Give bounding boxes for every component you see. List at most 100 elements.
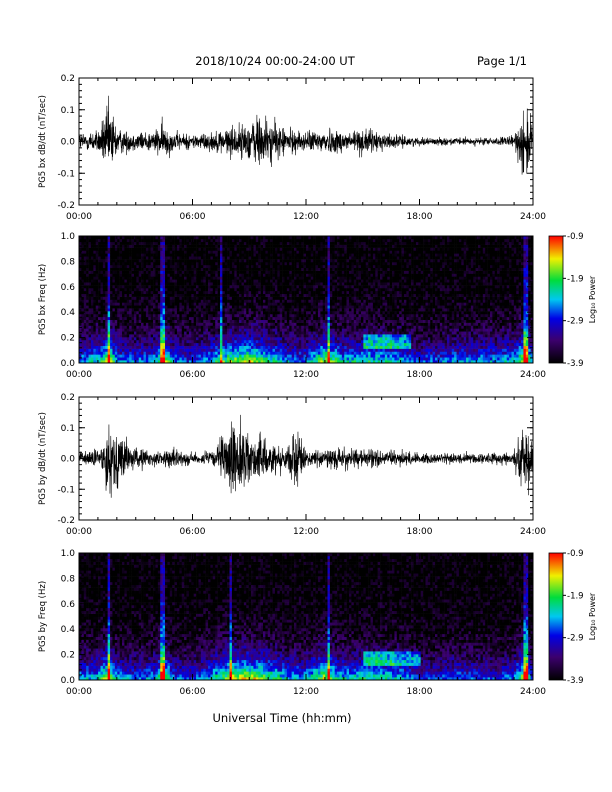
heatmap-cell	[212, 325, 216, 329]
heatmap-cell	[148, 316, 151, 321]
heatmap-cell	[243, 264, 247, 269]
heatmap-cell	[90, 264, 94, 269]
heatmap-cell	[234, 250, 238, 254]
heatmap-cell	[117, 279, 120, 283]
heatmap-cell	[100, 342, 104, 346]
heatmap-cell	[90, 261, 94, 266]
heatmap-cell	[196, 334, 199, 338]
heatmap-cell	[160, 331, 163, 335]
heatmap-cell	[184, 360, 187, 364]
heatmap-cell	[122, 357, 125, 361]
heatmap-cell	[229, 345, 233, 349]
heatmap-cell	[236, 331, 240, 335]
heatmap-cell	[129, 354, 132, 358]
heatmap-cell	[227, 311, 230, 315]
heatmap-cell	[148, 342, 151, 346]
heatmap-cell	[93, 351, 97, 355]
heatmap-cell	[217, 319, 221, 323]
heatmap-cell	[255, 264, 259, 269]
heatmap-cell	[227, 357, 230, 361]
heatmap-cell	[155, 261, 159, 266]
heatmap-cell	[310, 296, 314, 300]
heatmap-cell	[186, 351, 190, 355]
heatmap-cell	[217, 267, 221, 271]
heatmap-cell	[341, 287, 345, 292]
heatmap-cell	[289, 282, 292, 286]
heatmap-cell	[286, 337, 290, 341]
heatmap-cell	[260, 331, 264, 335]
heatmap-cell	[114, 259, 118, 263]
heatmap-cell	[329, 316, 333, 321]
heatmap-cell	[272, 287, 276, 292]
heatmap-cell	[188, 345, 192, 349]
heatmap-cell	[107, 334, 111, 338]
heatmap-cell	[229, 337, 233, 341]
heatmap-cell	[117, 285, 120, 289]
heatmap-cell	[322, 285, 326, 289]
heatmap-cell	[227, 250, 230, 254]
heatmap-cell	[119, 256, 123, 260]
heatmap-cell	[325, 270, 328, 274]
heatmap-cell	[224, 279, 228, 283]
heatmap-cell	[107, 261, 111, 266]
heatmap-cell	[143, 261, 147, 266]
heatmap-cell	[188, 256, 192, 260]
heatmap-cell	[303, 339, 307, 344]
heatmap-cell	[274, 319, 278, 323]
heatmap-cell	[110, 247, 113, 251]
heatmap-cell	[241, 319, 245, 323]
heatmap-cell	[329, 296, 333, 300]
heatmap-cell	[303, 244, 307, 248]
heatmap-cell	[157, 308, 161, 312]
heatmap-cell	[234, 244, 238, 248]
heatmap-cell	[184, 345, 187, 349]
heatmap-cell	[136, 293, 140, 297]
heatmap-cell	[219, 351, 223, 355]
heatmap-cell	[160, 308, 163, 312]
heatmap-cell	[203, 241, 206, 245]
heatmap-cell	[124, 313, 128, 318]
heatmap-cell	[306, 244, 309, 248]
heatmap-cell	[317, 313, 321, 318]
heatmap-cell	[265, 339, 269, 344]
heatmap-cell	[308, 337, 312, 341]
heatmap-cell	[145, 264, 149, 269]
heatmap-cell	[265, 236, 269, 240]
heatmap-cell	[107, 313, 111, 318]
heatmap-cell	[301, 244, 304, 248]
heatmap-cell	[110, 256, 113, 260]
heatmap-cell	[105, 305, 108, 309]
heatmap-cell	[310, 331, 314, 335]
heatmap-cell	[200, 319, 204, 323]
heatmap-cell	[122, 241, 125, 245]
heatmap-cell	[313, 308, 316, 312]
heatmap-cell	[315, 264, 319, 269]
heatmap-cell	[327, 244, 331, 248]
heatmap-cell	[315, 337, 319, 341]
heatmap-cell	[184, 334, 187, 338]
heatmap-cell	[98, 259, 101, 263]
heatmap-cell	[169, 322, 173, 326]
heatmap-cell	[155, 293, 159, 297]
heatmap-cell	[124, 293, 128, 297]
heatmap-cell	[88, 287, 92, 292]
heatmap-cell	[306, 250, 309, 254]
heatmap-cell	[231, 276, 235, 280]
heatmap-cell	[131, 331, 135, 335]
heatmap-cell	[157, 305, 161, 309]
heatmap-cell	[186, 322, 190, 326]
heatmap-cell	[98, 279, 101, 283]
heatmap-cell	[114, 299, 118, 303]
heatmap-cell	[102, 360, 106, 364]
heatmap-cell	[167, 247, 171, 251]
heatmap-cell	[217, 337, 221, 341]
heatmap-cell	[131, 302, 135, 306]
heatmap-cell	[222, 264, 226, 269]
heatmap-cell	[186, 334, 190, 338]
heatmap-cell	[241, 253, 245, 257]
heatmap-cell	[157, 241, 161, 245]
heatmap-cell	[320, 296, 324, 300]
heatmap-cell	[138, 360, 142, 364]
heatmap-cell	[143, 236, 147, 240]
heatmap-cell	[301, 279, 304, 283]
